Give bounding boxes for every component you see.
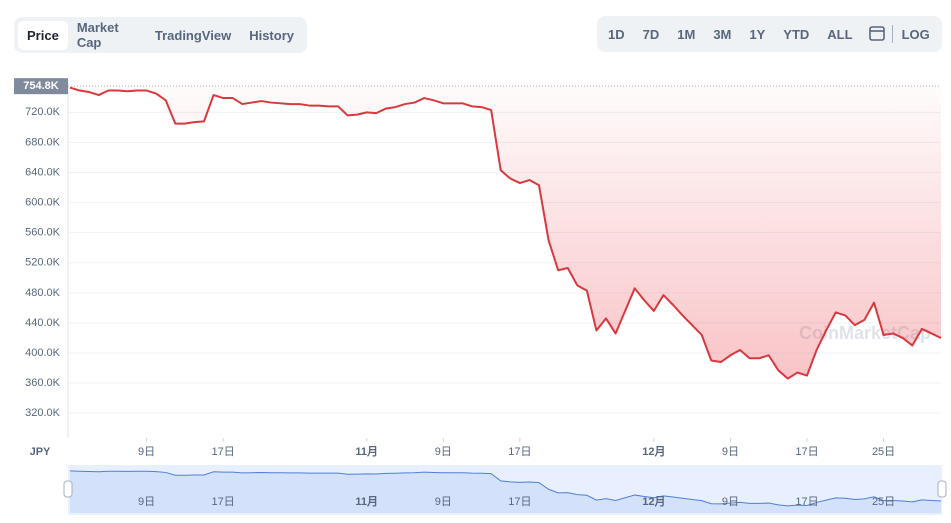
tab[interactable]: History [249, 27, 294, 43]
range[interactable]: 1D [608, 26, 625, 42]
watermark: CoinMarketCap [799, 323, 931, 343]
navigator-area [70, 470, 941, 513]
y-tick-label: 600.0K [25, 196, 61, 208]
y-tick-label: 440.0K [25, 317, 61, 329]
y-axis-label: JPY [30, 446, 51, 458]
y-tick-label: 720.0K [25, 106, 61, 118]
tab[interactable]: TradingView [154, 27, 232, 43]
y-tick-label: 320.0K [25, 407, 61, 419]
y-tick-label: 560.0K [25, 227, 61, 239]
y-tick-label: 360.0K [25, 377, 61, 389]
tab[interactable]: Market Cap [76, 20, 119, 50]
tab-group: Price Market Cap TradingView History [14, 17, 307, 53]
navigator-tick-label: 9日 [138, 496, 155, 508]
price-line [69, 86, 942, 380]
navigator-tick-label: 9日 [722, 496, 739, 508]
range[interactable]: 7D [642, 26, 660, 42]
x-tick-label: 12月 [642, 445, 665, 458]
navigator-tick-label: 17日 [795, 496, 818, 508]
navigator-tick-label: 9日 [435, 496, 452, 508]
x-tick-label: 17日 [508, 446, 531, 458]
reference-label: 754.8K [23, 80, 59, 92]
y-tick-label: 520.0K [25, 257, 61, 269]
navigator-line [69, 470, 942, 507]
range[interactable]: ALL [827, 26, 853, 42]
navigator-tick-label: 12月 [642, 495, 665, 508]
navigator-tick-label: 17日 [212, 496, 235, 508]
x-tick-label: 9日 [138, 446, 155, 458]
y-tick-label: 680.0K [25, 136, 61, 148]
divider [891, 25, 893, 43]
range[interactable]: LOG [901, 26, 930, 42]
range[interactable]: 1M [677, 26, 696, 42]
navigator [68, 465, 942, 515]
y-tick-label: 400.0K [25, 347, 61, 359]
range[interactable]: YTD [783, 26, 810, 42]
calendar-icon[interactable] [862, 25, 892, 43]
x-tick-label: 17日 [212, 446, 235, 458]
tab[interactable]: Price [18, 20, 68, 50]
x-tick-label: 25日 [872, 446, 895, 458]
x-tick-label: 9日 [435, 446, 452, 458]
navigator-tick-label: 25日 [872, 496, 895, 508]
range-group: 1D 7D 1M 3M 1Y YTD ALL LOG [597, 16, 942, 52]
range[interactable]: 3M [713, 26, 732, 42]
area [70, 86, 941, 379]
range[interactable]: 1Y [749, 26, 766, 42]
x-tick-label: 9日 [722, 446, 739, 458]
navigator-tick-label: 11月 [355, 495, 378, 508]
navigator-handle [937, 480, 947, 498]
reference-badge [14, 78, 68, 95]
navigator-tick-label: 17日 [508, 496, 531, 508]
x-tick-label: 17日 [795, 446, 818, 458]
y-tick-label: 640.0K [25, 166, 61, 178]
x-tick-label: 11月 [355, 445, 378, 458]
navigator-handle [63, 480, 73, 498]
y-tick-label: 480.0K [25, 287, 61, 299]
